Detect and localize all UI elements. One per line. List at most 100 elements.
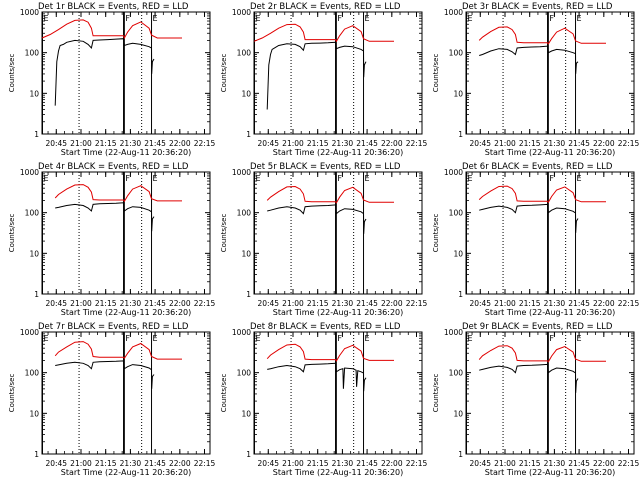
y-tick-label: 100: [237, 49, 252, 58]
x-tick-label: 21:15: [519, 459, 541, 468]
event-marker-label: E: [365, 334, 370, 343]
event-marker-label: E: [153, 334, 158, 343]
x-tick-label: 22:15: [194, 139, 216, 148]
y-tick-label: 100: [25, 209, 40, 218]
x-tick-label: 21:15: [519, 299, 541, 308]
y-axis-title: Counts/sec: [432, 214, 440, 253]
plot-frame: [253, 331, 423, 455]
event-marker-label: E: [365, 14, 370, 23]
series-red-lld: [478, 26, 606, 45]
y-tick-label: 1: [34, 130, 39, 139]
x-tick-label: 22:15: [194, 299, 216, 308]
x-tick-label: 22:00: [381, 139, 403, 148]
y-tick-label: 100: [449, 209, 464, 218]
panel-title: Det 1r BLACK = Events, RED = LLD: [38, 2, 189, 12]
x-tick-label: 21:30: [544, 299, 566, 308]
x-axis-title: Start Time (22-Aug-11 20:36:20): [485, 148, 616, 157]
x-axis-title: Start Time (22-Aug-11 20:36:20): [273, 468, 404, 477]
series-black-events: [479, 203, 579, 233]
series-red-lld: [54, 184, 182, 203]
series-red-lld: [253, 23, 394, 43]
y-tick-label: 10: [241, 89, 251, 98]
y-tick-label: 100: [237, 369, 252, 378]
event-marker-label: E: [467, 174, 472, 183]
x-tick-label: 20:45: [45, 299, 67, 308]
series-red-lld: [54, 341, 182, 360]
y-tick-label: 10: [453, 249, 463, 258]
x-axis-title: Start Time (22-Aug-11 20:36:20): [61, 308, 192, 317]
series-black-events: [266, 41, 367, 110]
series-black-events: [55, 202, 155, 232]
panel-title: Det 3r BLACK = Events, RED = LLD: [462, 2, 613, 12]
y-tick-label: 1: [458, 450, 463, 459]
event-marker-label: F: [549, 14, 554, 23]
plot-frame: [253, 171, 423, 295]
event-marker-label: F: [337, 334, 342, 343]
y-tick-label: 100: [25, 49, 40, 58]
chart-panel-7: Det 7r BLACK = Events, RED = LLD 1 10 100 10…: [8, 322, 216, 477]
y-tick-label: 10: [241, 249, 251, 258]
x-tick-label: 22:00: [593, 299, 615, 308]
y-tick-label: 10: [29, 89, 39, 98]
y-axis-title: Counts/sec: [432, 374, 440, 413]
x-tick-label: 20:45: [257, 139, 279, 148]
x-tick-label: 21:45: [144, 299, 166, 308]
y-tick-label: 1: [34, 450, 39, 459]
x-tick-label: 21:15: [519, 139, 541, 148]
x-tick-label: 21:45: [568, 459, 590, 468]
y-tick-label: 1000: [444, 168, 463, 177]
event-marker-label: E: [255, 334, 260, 343]
y-axis-title: Counts/sec: [8, 54, 16, 93]
y-tick-label: 10: [241, 409, 251, 418]
x-tick-label: 22:00: [381, 299, 403, 308]
x-tick-label: 21:30: [544, 459, 566, 468]
panel-title: Det 8r BLACK = Events, RED = LLD: [250, 322, 401, 332]
chart-panel-1: Det 1r BLACK = Events, RED = LLD 1 10 100 10…: [8, 2, 216, 157]
x-axis-title: Start Time (22-Aug-11 20:36:20): [485, 308, 616, 317]
plot-frame: [41, 171, 211, 295]
x-tick-label: 20:45: [257, 459, 279, 468]
y-tick-label: 1: [458, 290, 463, 299]
x-tick-label: 21:00: [282, 139, 304, 148]
x-tick-label: 21:15: [95, 459, 117, 468]
x-tick-label: 21:30: [120, 139, 142, 148]
event-marker-label: E: [467, 14, 472, 23]
x-tick-label: 22:15: [618, 299, 640, 308]
x-tick-label: 21:45: [568, 139, 590, 148]
y-tick-label: 1000: [20, 328, 39, 337]
series-red-lld: [41, 19, 182, 40]
event-marker-label: F: [125, 174, 130, 183]
y-tick-label: 100: [25, 369, 40, 378]
chart-panel-9: Det 9r BLACK = Events, RED = LLD 1 10 100 10…: [432, 322, 640, 477]
event-marker-label: F: [549, 334, 554, 343]
event-marker-label: E: [255, 174, 260, 183]
y-tick-label: 10: [453, 409, 463, 418]
series-black-events: [267, 362, 367, 392]
event-marker-label: E: [153, 174, 158, 183]
x-tick-label: 20:45: [469, 299, 491, 308]
x-tick-label: 22:15: [406, 299, 428, 308]
event-marker-label: E: [577, 334, 582, 343]
y-tick-label: 1000: [232, 168, 251, 177]
x-tick-label: 21:00: [282, 299, 304, 308]
plot-frame: [41, 331, 211, 455]
panel-title: Det 5r BLACK = Events, RED = LLD: [250, 162, 401, 172]
x-tick-label: 21:30: [544, 139, 566, 148]
y-axis-title: Counts/sec: [220, 54, 228, 93]
x-tick-label: 21:00: [494, 459, 516, 468]
panel-title: Det 2r BLACK = Events, RED = LLD: [250, 2, 401, 12]
event-marker-label: E: [43, 334, 48, 343]
y-tick-label: 1000: [20, 8, 39, 17]
panel-title: Det 6r BLACK = Events, RED = LLD: [462, 162, 613, 172]
x-tick-label: 21:00: [494, 299, 516, 308]
y-tick-label: 10: [29, 249, 39, 258]
x-tick-label: 21:30: [332, 139, 354, 148]
panel-title: Det 4r BLACK = Events, RED = LLD: [38, 162, 189, 172]
x-tick-label: 21:45: [144, 139, 166, 148]
x-tick-label: 20:45: [469, 139, 491, 148]
x-tick-label: 20:45: [45, 459, 67, 468]
event-marker-label: E: [43, 14, 48, 23]
x-tick-label: 21:00: [70, 139, 92, 148]
plot-frame: [41, 11, 211, 135]
